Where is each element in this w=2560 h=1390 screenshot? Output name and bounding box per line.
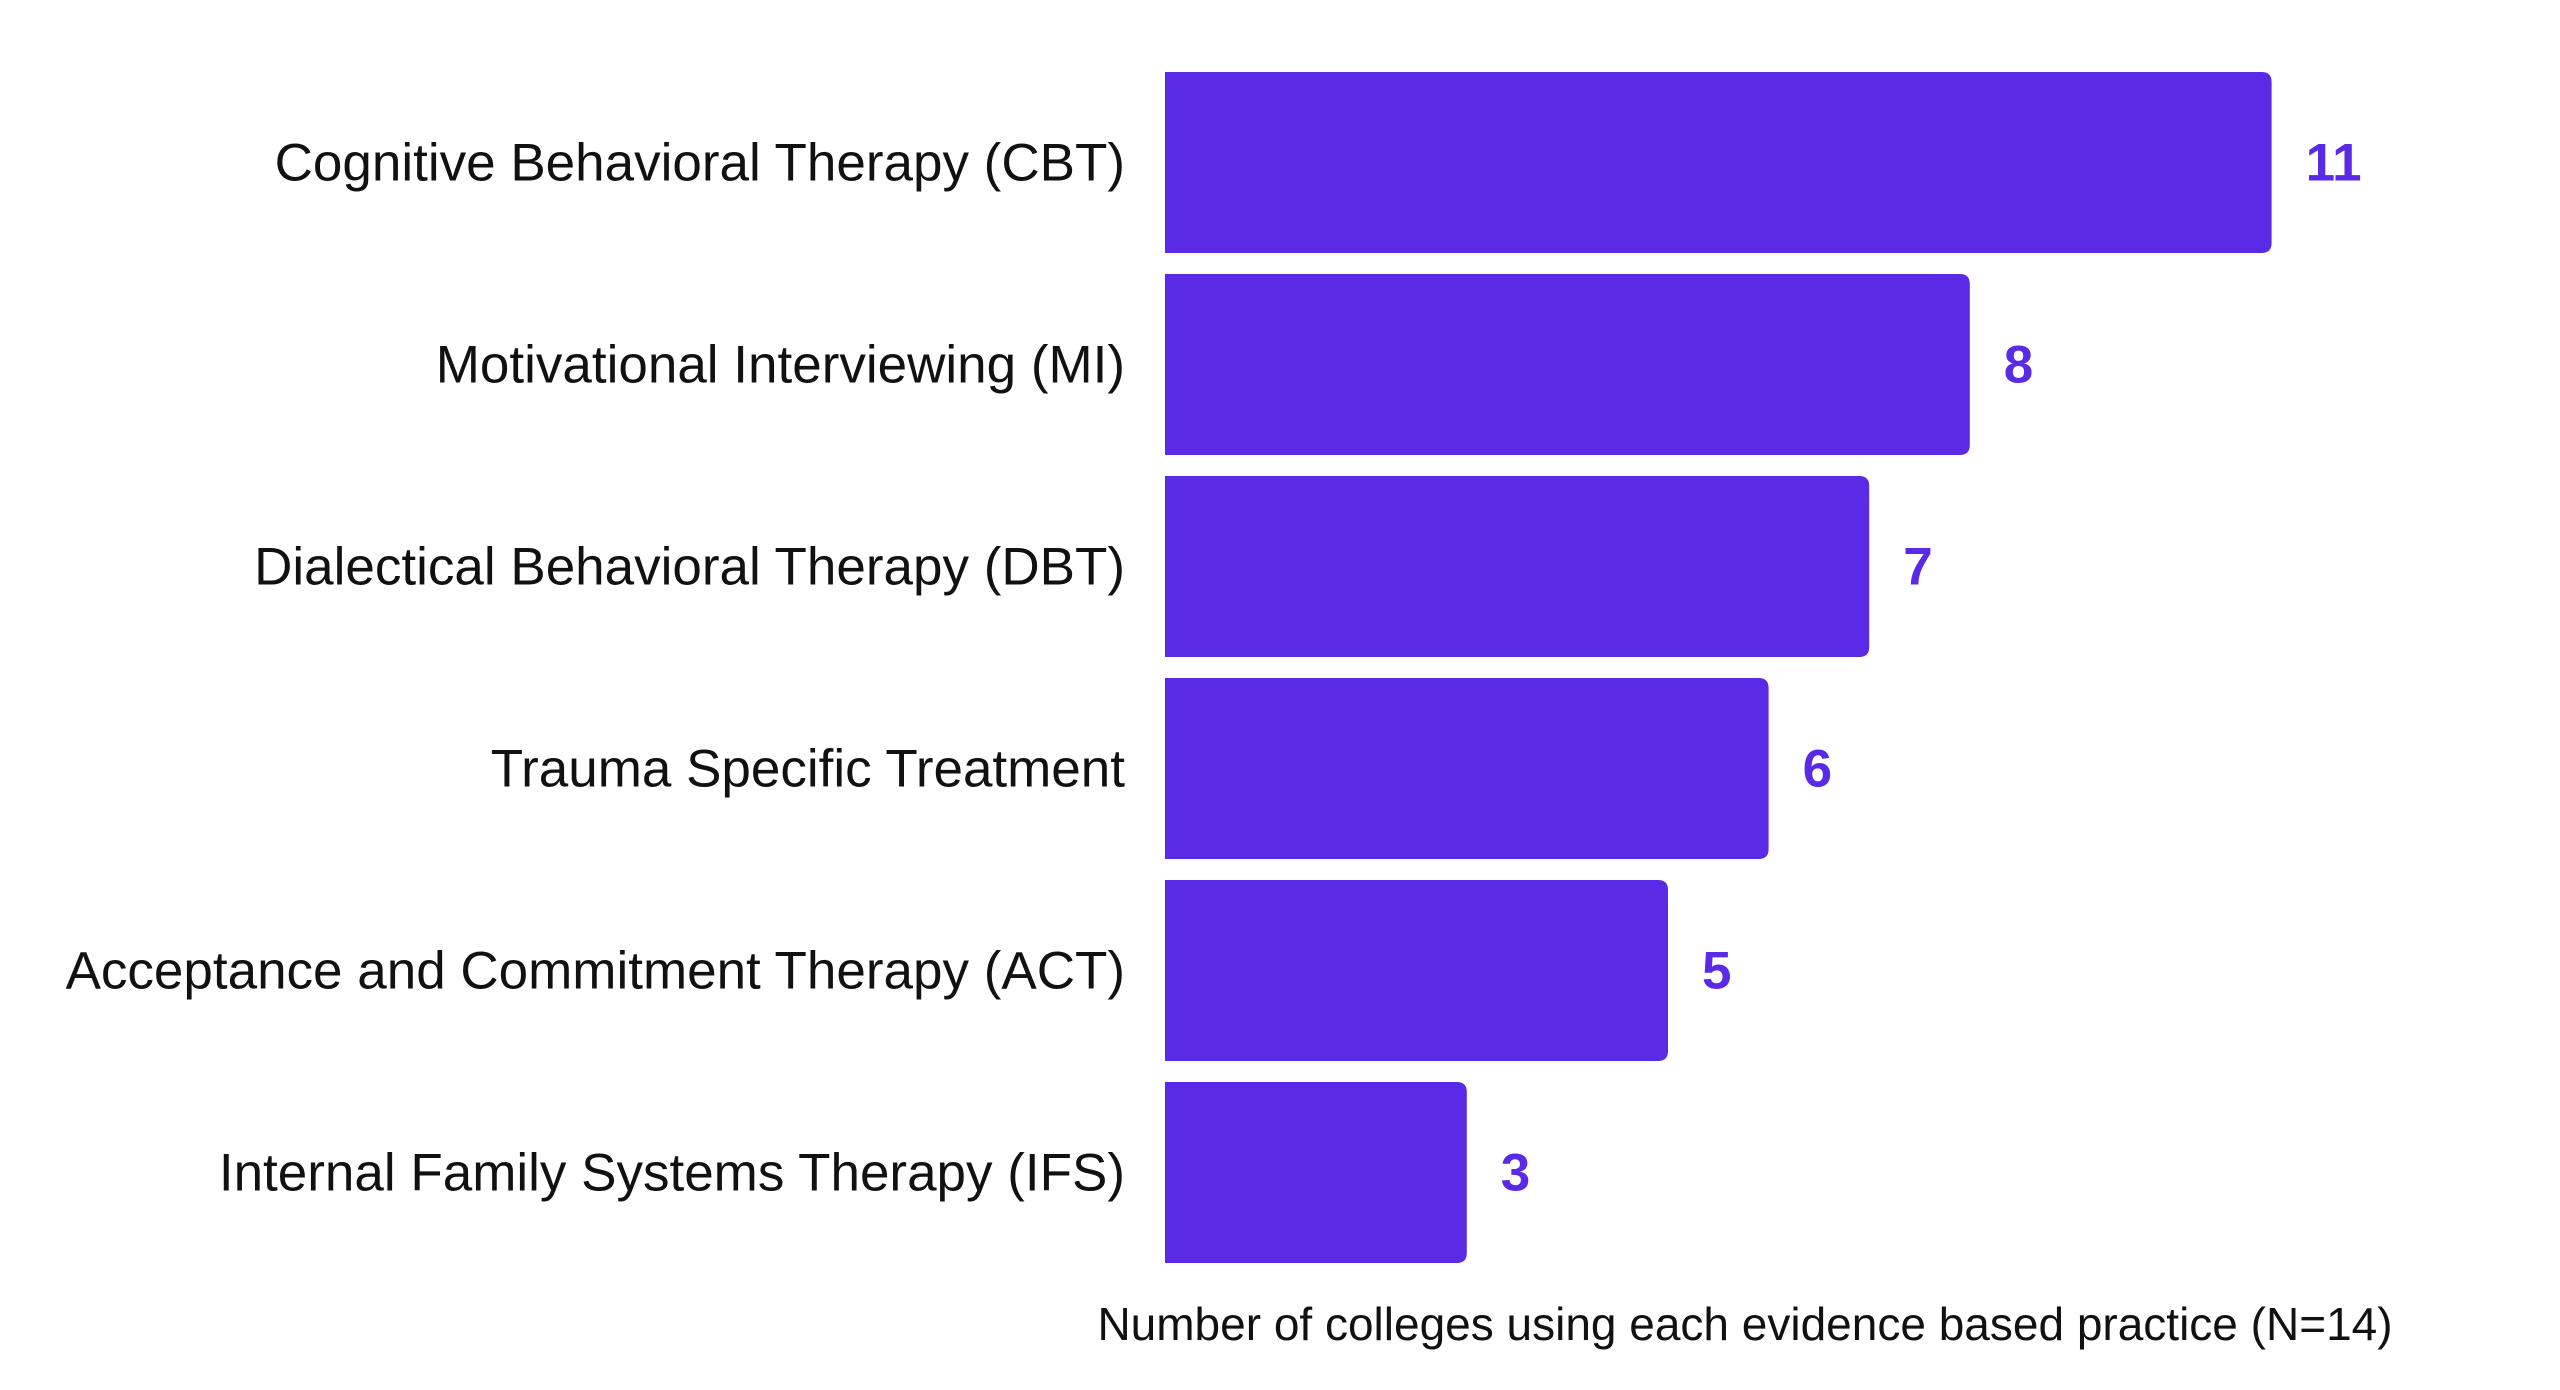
bar-1 — [1165, 72, 2272, 253]
value-label: 8 — [2004, 336, 2033, 395]
category-label: Motivational Interviewing (MI) — [436, 336, 1125, 395]
value-label: 6 — [1803, 740, 1832, 799]
bar-6 — [1165, 1082, 1467, 1263]
bar-3 — [1165, 476, 1870, 657]
category-labels-group: Cognitive Behavioral Therapy (CBT) Motiva… — [66, 134, 1126, 1203]
value-label: 3 — [1501, 1144, 1530, 1203]
bar-5 — [1165, 880, 1668, 1061]
category-label: Acceptance and Commitment Therapy (ACT) — [66, 942, 1125, 1001]
value-labels-group: 11 8 7 6 5 3 — [1501, 134, 2362, 1203]
category-label: Internal Family Systems Therapy (IFS) — [219, 1144, 1125, 1203]
bars-group — [1165, 72, 2272, 1263]
x-axis-label: Number of colleges using each evidence b… — [1097, 1298, 2392, 1350]
category-label: Trauma Specific Treatment — [491, 740, 1126, 799]
bar-4 — [1165, 678, 1769, 859]
bar-2 — [1165, 274, 1970, 455]
value-label: 11 — [2306, 134, 2362, 193]
category-label: Cognitive Behavioral Therapy (CBT) — [275, 134, 1125, 193]
value-label: 7 — [1903, 538, 1932, 597]
category-label: Dialectical Behavioral Therapy (DBT) — [254, 538, 1125, 597]
value-label: 5 — [1702, 942, 1731, 1001]
